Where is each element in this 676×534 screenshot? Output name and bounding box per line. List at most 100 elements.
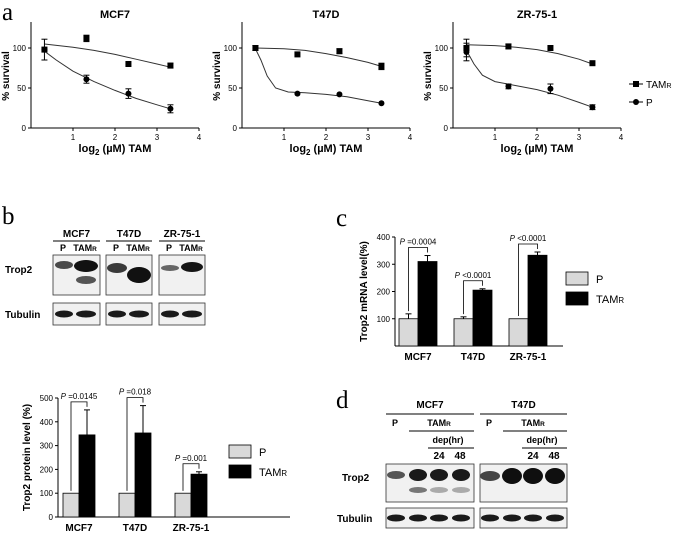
dep-label: dep(hr) (527, 435, 558, 445)
data-point-circle (167, 105, 174, 112)
x-tick-label: 1 (71, 133, 76, 142)
data-point-square (547, 45, 554, 51)
data-point-circle (125, 90, 132, 97)
x-tick-label: 3 (577, 133, 582, 142)
time-label: 24 (527, 451, 539, 462)
x-axis-label: log2 (µM) TAM (290, 143, 363, 157)
legend-label: P (646, 98, 653, 109)
legend-marker-circle (633, 99, 639, 105)
legend-swatch-p (228, 444, 252, 459)
bar-p-zr-75-1 (174, 492, 192, 518)
x-axis-label: log2 (µM) TAM (501, 143, 574, 157)
row-label-trop2: Trop2 (342, 473, 370, 484)
panel-letter-b: b (2, 203, 15, 230)
category-label: MCF7 (65, 523, 93, 534)
data-point-square (83, 35, 90, 42)
data-point-circle (378, 100, 385, 107)
lane-label-p: P (60, 243, 66, 253)
band (409, 487, 427, 493)
row-label-trop2: Trop2 (5, 265, 33, 276)
survival-chart-t47d: T47D 0 50 100 1 2 3 4 % survival log2 (µM) TAM (212, 9, 413, 157)
data-point-square (294, 51, 301, 58)
y-axis-label: Trop2 mRNA level(%) (359, 241, 370, 342)
blot-box-tubulin (479, 507, 568, 529)
lane-label-p: P (113, 243, 119, 253)
y-tick-label: 100 (40, 489, 54, 498)
band (452, 469, 470, 481)
mrna-bar-chart: 100 200 300 400 Trop2 mRNA level(%) MCF7 P =0.… (359, 233, 624, 363)
p-value-label: P <0.0001 (510, 234, 547, 243)
category-label: ZR-75-1 (510, 352, 547, 363)
x-tick-label: 4 (197, 133, 202, 142)
band (546, 514, 564, 522)
significance-bracket (70, 401, 88, 491)
lane-label-p: P (486, 418, 492, 428)
data-point-square (167, 62, 174, 69)
survival-chart-mcf7: MCF7 0 50 100 1 2 3 4 % survival log2 (µM) TAM (1, 9, 202, 157)
bar-tamr-mcf7 (78, 434, 96, 518)
category-label: ZR-75-1 (173, 523, 210, 534)
y-tick-label: 300 (40, 442, 54, 451)
legend-swatch-tamr (228, 464, 252, 479)
band (524, 514, 542, 522)
x-tick-label: 3 (155, 133, 160, 142)
bar-tamr-mcf7 (417, 261, 438, 347)
band (181, 262, 203, 272)
protein-bar-chart: 0 100 200 300 400 500 Trop2 protein level (%) M… (22, 388, 290, 534)
data-point-circle (547, 85, 554, 92)
band (74, 260, 98, 272)
lane-label-tamr: TAMR (73, 243, 97, 253)
y-tick-label: 400 (377, 233, 391, 242)
y-tick-label: 200 (40, 465, 54, 474)
fit-curve-p (466, 50, 593, 108)
legend-label: P (259, 447, 266, 459)
lane-label-tamr: TAMR (427, 418, 451, 428)
data-point-circle (463, 49, 470, 55)
p-value-label: P =0.001 (175, 454, 208, 463)
band (55, 261, 73, 269)
band (387, 514, 405, 522)
y-tick-label: 100 (435, 44, 449, 53)
panel-letter-c: c (336, 205, 347, 232)
band (108, 310, 126, 318)
band (409, 514, 427, 522)
band (502, 468, 522, 484)
category-label: T47D (461, 352, 485, 363)
band (182, 310, 202, 318)
band (545, 468, 565, 484)
y-tick-label: 50 (439, 84, 448, 93)
significance-bracket (126, 397, 144, 491)
lane-label-tamr: TAMR (179, 243, 203, 253)
fit-curve-p (254, 48, 382, 104)
y-tick-label: 200 (377, 288, 391, 297)
significance-bracket (518, 243, 538, 317)
lane-label-tamr: TAMR (521, 418, 545, 428)
data-point-circle (589, 104, 596, 111)
x-tick-label: 3 (366, 133, 371, 142)
band (107, 263, 127, 273)
bar-tamr-zr-75-1 (527, 254, 548, 347)
band (76, 276, 96, 284)
band (481, 514, 499, 522)
data-point-square (125, 61, 132, 67)
dep-label: dep(hr) (433, 435, 464, 445)
blot-box-trop2 (52, 254, 101, 296)
data-point-circle (41, 46, 48, 53)
y-tick-label: 100 (224, 44, 238, 53)
band (127, 267, 151, 283)
band (430, 514, 448, 522)
p-value-label: P =0.0145 (61, 392, 98, 401)
lane-label-p: P (392, 418, 398, 428)
bar-p-mcf7 (398, 318, 419, 347)
x-tick-label: 2 (324, 133, 329, 142)
lane-label-p: P (166, 243, 172, 253)
data-point-circle (252, 45, 259, 51)
significance-bracket (463, 280, 483, 315)
bar-p-mcf7 (62, 492, 80, 518)
bar-p-t47d (118, 492, 136, 518)
x-axis-label: log2 (µM) TAM (79, 143, 152, 157)
band (161, 310, 179, 318)
blot-box-trop2 (158, 254, 206, 296)
legend-label: P (596, 274, 603, 286)
